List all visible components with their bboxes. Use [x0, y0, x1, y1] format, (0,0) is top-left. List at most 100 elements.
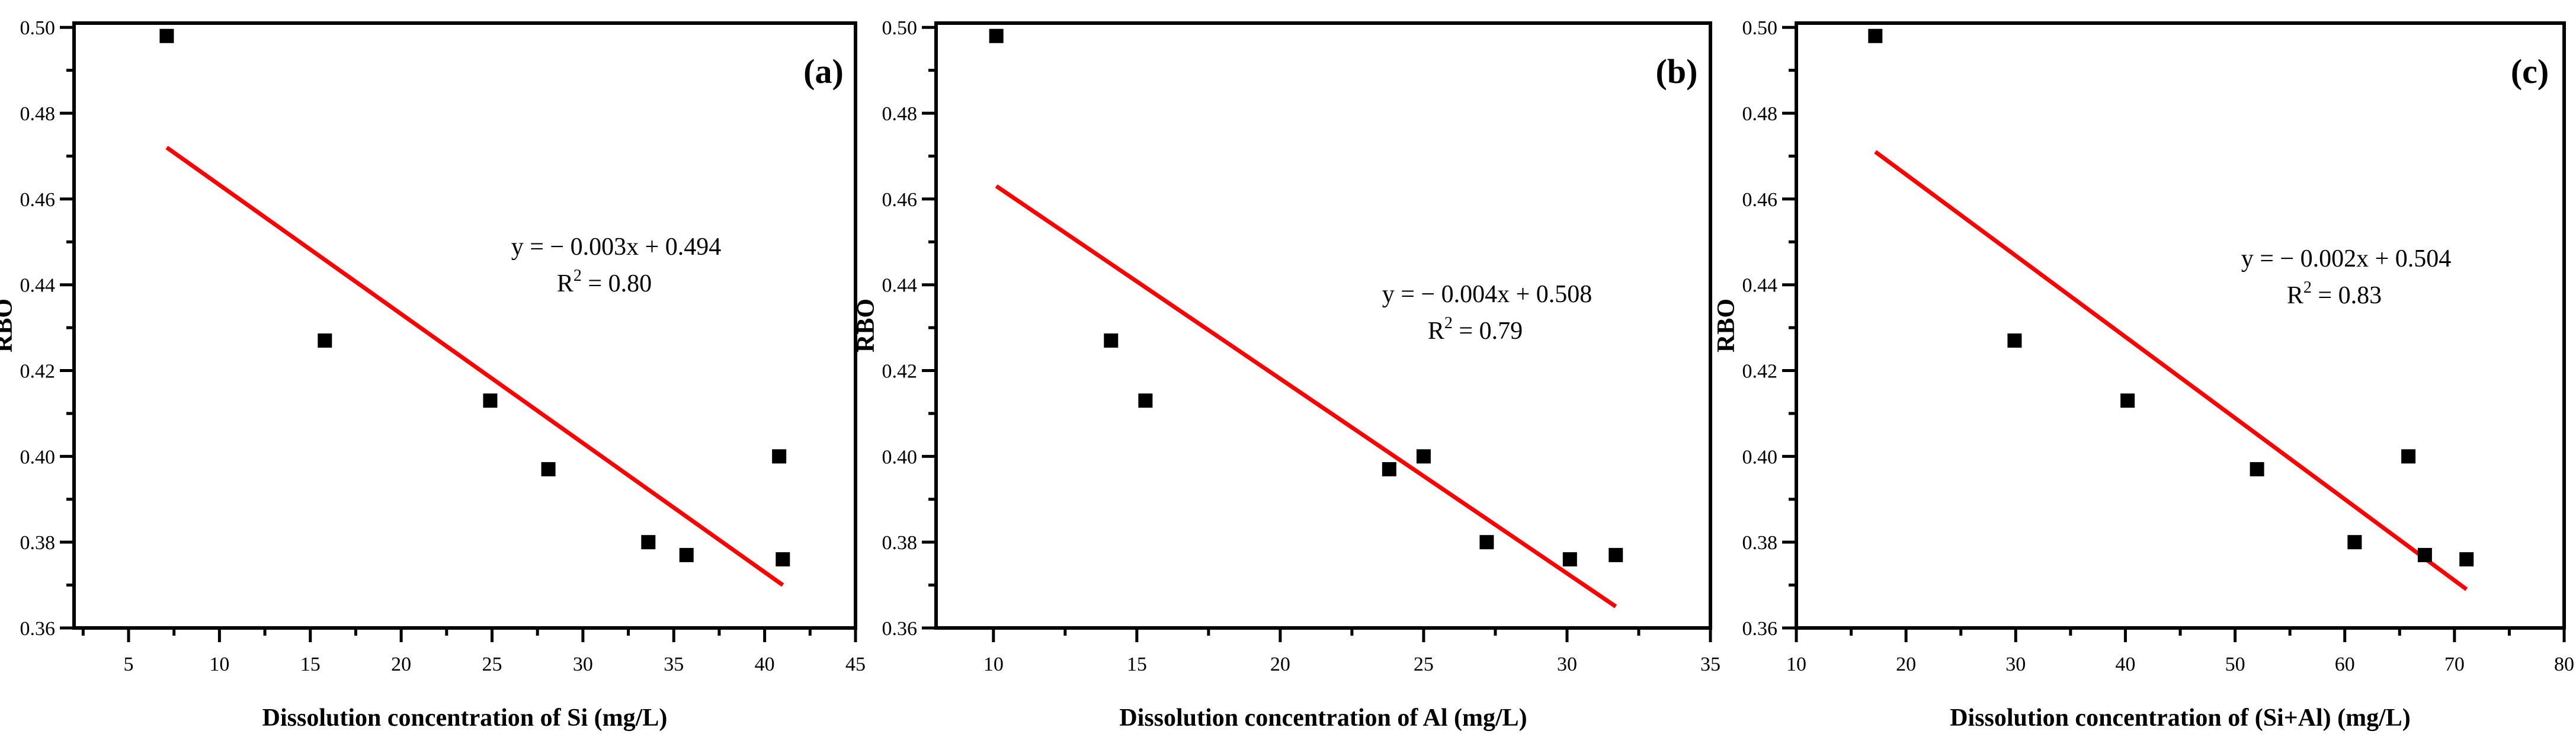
y-tick-label: 0.44 [1742, 275, 1778, 297]
r-squared-value: = 0.80 [582, 270, 652, 297]
x-tick-label: 35 [664, 653, 684, 675]
fit-equation: y = − 0.004x + 0.508 [1382, 281, 1593, 308]
r-squared-exponent: 2 [2303, 278, 2312, 297]
panel-b: 10 15 20 25 30 35 0.36 0.38 0.40 0.42 0.44 0.46 0.48… [853, 17, 1720, 732]
y-tick-label: 0.36 [20, 618, 56, 640]
data-point [2347, 535, 2362, 550]
y-tick-label: 0.42 [1742, 361, 1778, 383]
y-axis-label: RBO [1713, 299, 1740, 352]
y-axis-label: RBO [0, 299, 18, 352]
y-tick-label: 0.50 [20, 17, 56, 39]
r-squared-value: = 0.83 [2312, 282, 2382, 309]
r-squared-value: = 0.79 [1453, 318, 1523, 345]
x-axis-label: Dissolution concentration of Si (mg/L) [262, 704, 668, 732]
y-tick-label: 0.44 [20, 275, 56, 297]
x-tick-label: 10 [209, 653, 229, 675]
y-tick-label: 0.44 [882, 275, 918, 297]
panel-c: 10 20 30 40 50 60 70 80 0.36 0.38 0.40 0.42 0.44 0.46… [1713, 17, 2574, 732]
data-point [1104, 333, 1119, 348]
data-point [2007, 333, 2022, 348]
y-tick-label: 0.46 [20, 189, 56, 211]
y-tick-label: 0.36 [1742, 618, 1778, 640]
data-point [318, 333, 332, 348]
x-axis-label: Dissolution concentration of (Si+Al) (mg… [1950, 704, 2411, 732]
y-tick-label: 0.40 [20, 446, 56, 468]
x-tick-label: 25 [482, 653, 502, 675]
panel-a: 5 10 15 20 25 30 35 40 45 0.36 0.38 0.40 0.42 0.44 0.4… [0, 17, 866, 732]
x-tick-label: 30 [2005, 653, 2026, 675]
r-squared-exponent: 2 [573, 267, 582, 285]
y-tick-label: 0.50 [882, 17, 918, 39]
y-tick-label: 0.36 [882, 618, 918, 640]
fit-line [995, 184, 1617, 608]
r-squared: R2 = 0.80 [557, 267, 652, 297]
x-tick-label: 40 [755, 653, 775, 675]
panel-label: (b) [1656, 52, 1698, 91]
x-tick-label: 70 [2444, 653, 2465, 675]
x-tick-label: 20 [1896, 653, 1916, 675]
y-tick-label: 0.48 [1742, 103, 1778, 125]
x-axis-label: Dissolution concentration of Al (mg/L) [1119, 704, 1527, 732]
x-tick-label: 60 [2335, 653, 2355, 675]
data-point [541, 462, 556, 477]
data-point [776, 552, 790, 567]
data-point [1138, 393, 1153, 408]
data-point [2459, 552, 2474, 567]
data-point [772, 449, 787, 464]
x-tick-label: 80 [2554, 653, 2574, 675]
y-tick-label: 0.38 [882, 532, 918, 554]
fit-equation: y = − 0.002x + 0.504 [2241, 245, 2452, 273]
y-tick-label: 0.50 [1742, 17, 1778, 39]
x-tick-label: 45 [845, 653, 866, 675]
data-point [679, 547, 694, 562]
fit-line [165, 146, 784, 587]
y-tick-label: 0.40 [1742, 446, 1778, 468]
x-tick-label: 10 [1786, 653, 1806, 675]
x-tick-label: 40 [2115, 653, 2135, 675]
y-tick-label: 0.40 [882, 446, 918, 468]
x-tick-label: 25 [1414, 653, 1434, 675]
r-squared-exponent: 2 [1444, 314, 1453, 332]
r-squared: R2 = 0.83 [2287, 278, 2382, 309]
data-point [1382, 462, 1396, 477]
r-squared-symbol: R [2287, 282, 2303, 309]
x-tick-label: 10 [983, 653, 1004, 675]
data-point [1609, 547, 1623, 562]
y-tick-label: 0.46 [1742, 189, 1778, 211]
y-tick-label: 0.42 [20, 361, 56, 383]
y-tick-label: 0.48 [882, 103, 918, 125]
y-tick-label: 0.38 [20, 532, 56, 554]
panel-label: (c) [2511, 52, 2549, 91]
plot-frame [1795, 21, 2566, 630]
data-point [1416, 449, 1431, 464]
data-point [2401, 449, 2416, 464]
data-point [159, 28, 174, 43]
data-point [1479, 535, 1494, 550]
fit-equation: y = − 0.003x + 0.494 [511, 233, 722, 261]
data-point [2120, 393, 2135, 408]
y-axis-label: RBO [853, 299, 880, 352]
panel-label: (a) [803, 52, 844, 91]
r-squared-symbol: R [1428, 318, 1444, 345]
y-tick-label: 0.42 [882, 361, 918, 383]
x-tick-label: 20 [1270, 653, 1290, 675]
plot-frame [934, 21, 1712, 630]
data-point [1868, 28, 1883, 43]
y-tick-label: 0.46 [882, 189, 918, 211]
x-tick-label: 5 [124, 653, 134, 675]
data-point [483, 393, 498, 408]
data-point [641, 535, 656, 550]
x-tick-label: 15 [300, 653, 321, 675]
data-point [2417, 547, 2432, 562]
x-tick-label: 30 [1557, 653, 1577, 675]
x-tick-label: 35 [1700, 653, 1720, 675]
r-squared: R2 = 0.79 [1428, 314, 1523, 345]
y-tick-label: 0.48 [20, 103, 56, 125]
fit-line [1874, 150, 2468, 591]
plot-frame [72, 21, 857, 630]
data-point [1562, 552, 1577, 567]
x-tick-label: 50 [2225, 653, 2245, 675]
x-tick-label: 15 [1127, 653, 1147, 675]
data-point [989, 28, 1004, 43]
